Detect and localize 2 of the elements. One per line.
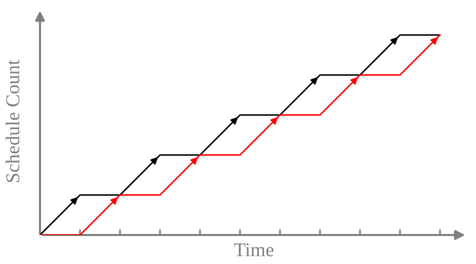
y-axis-title: Schedule Count bbox=[6, 60, 20, 182]
x-axis-title: Time bbox=[234, 243, 274, 256]
